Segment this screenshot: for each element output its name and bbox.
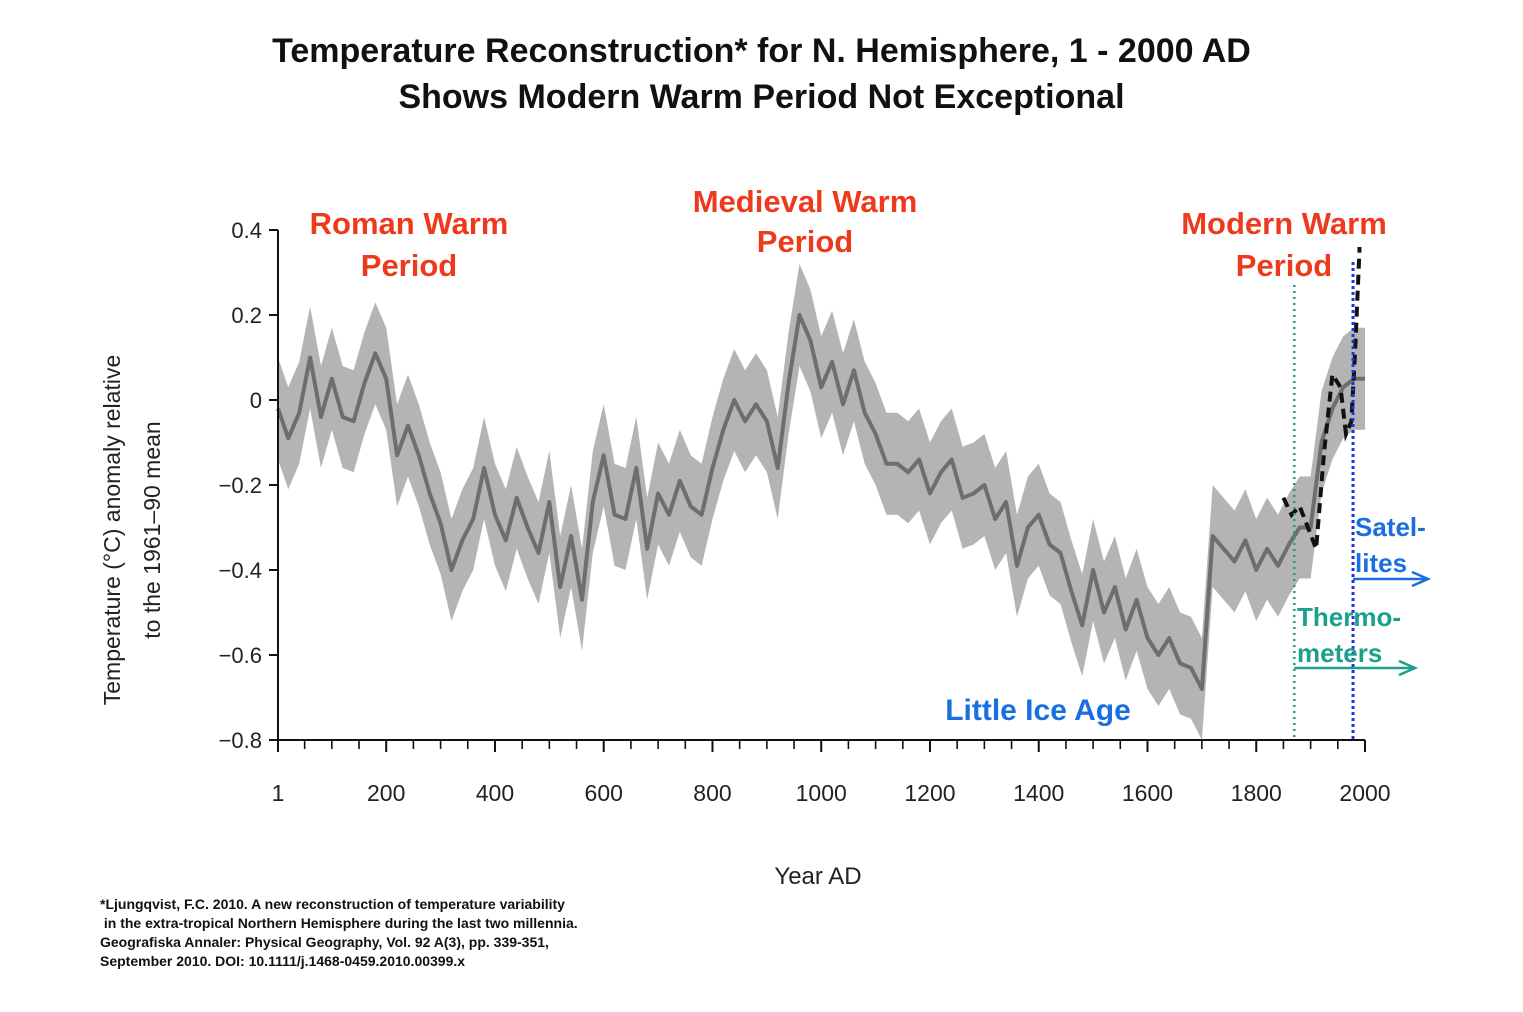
- reference-line: *Ljungqvist, F.C. 2010. A new reconstruc…: [100, 896, 565, 912]
- uncertainty-band: [278, 264, 1365, 740]
- little-ice-age-label: Little Ice Age: [945, 694, 1131, 727]
- thermometers-label: Thermo-: [1297, 602, 1401, 632]
- reference-line: in the extra-tropical Northern Hemispher…: [100, 915, 578, 931]
- axes-layer: 0.40.20−0.2−0.4−0.6−0.81 200 400 600 800 1000…: [219, 218, 1391, 806]
- y-tick-label: −0.2: [219, 473, 262, 498]
- thermometers-arrow-head: [1398, 659, 1419, 677]
- x-tick-label: 1800: [1231, 780, 1282, 806]
- reference-line: September 2010. DOI: 10.1111/j.1468-0459…: [100, 953, 466, 969]
- x-axis-title: Year AD: [774, 863, 861, 890]
- roman-warm-period-label: Roman Warm: [310, 206, 509, 241]
- satellites-label: lites: [1355, 548, 1407, 578]
- medieval-warm-period-label: Medieval Warm: [693, 184, 918, 219]
- y-tick-label: −0.8: [219, 728, 262, 753]
- satellites-label: Satel-: [1355, 512, 1426, 542]
- y-axis-title-line-1: Temperature (°C) anomaly relative: [99, 355, 125, 706]
- roman-warm-period-label: Period: [361, 248, 457, 283]
- y-axis-title-line-2: to the 1961–90 mean: [139, 421, 165, 638]
- series-line-layer: [276, 246, 1365, 691]
- y-tick-label: −0.4: [219, 558, 262, 583]
- medieval-warm-period-label: Period: [757, 224, 853, 259]
- y-tick-label: 0.4: [231, 218, 262, 243]
- y-tick-label: 0.2: [231, 303, 262, 328]
- chart-title-line-2: Shows Modern Warm Period Not Exceptional: [398, 78, 1125, 116]
- x-tick-label: 1400: [1013, 780, 1064, 806]
- reconstruction-line: [276, 313, 1365, 691]
- x-tick-label: 800: [693, 780, 731, 806]
- x-tick-label: 1: [272, 780, 285, 806]
- x-tick-label: 600: [585, 780, 623, 806]
- x-tick-label: 400: [476, 780, 514, 806]
- y-tick-label: 0: [250, 388, 262, 413]
- x-tick-label: 1000: [796, 780, 847, 806]
- y-tick-label: −0.6: [219, 643, 262, 668]
- annotation-layer: Year AD Temperature (°C) anomaly relative…: [99, 184, 1426, 890]
- reference-citation: *Ljungqvist, F.C. 2010. A new reconstruc…: [100, 895, 578, 971]
- modern-warm-period-label: Period: [1236, 248, 1332, 283]
- modern-warm-period-label: Modern Warm: [1181, 206, 1387, 241]
- instrumental-dashed-line: [1281, 246, 1362, 550]
- thermometers-label: meters: [1297, 638, 1382, 668]
- chart-title-line-1: Temperature Reconstruction* for N. Hemis…: [272, 32, 1251, 70]
- satellites-arrow-head: [1411, 570, 1432, 588]
- reference-line: Geografiska Annaler: Physical Geography,…: [100, 934, 549, 950]
- x-tick-label: 2000: [1339, 780, 1390, 806]
- x-tick-label: 1600: [1122, 780, 1173, 806]
- x-tick-label: 1200: [904, 780, 955, 806]
- x-tick-label: 200: [367, 780, 405, 806]
- instrument-marker-layer: [1293, 262, 1432, 740]
- uncertainty-band-layer: [278, 264, 1365, 740]
